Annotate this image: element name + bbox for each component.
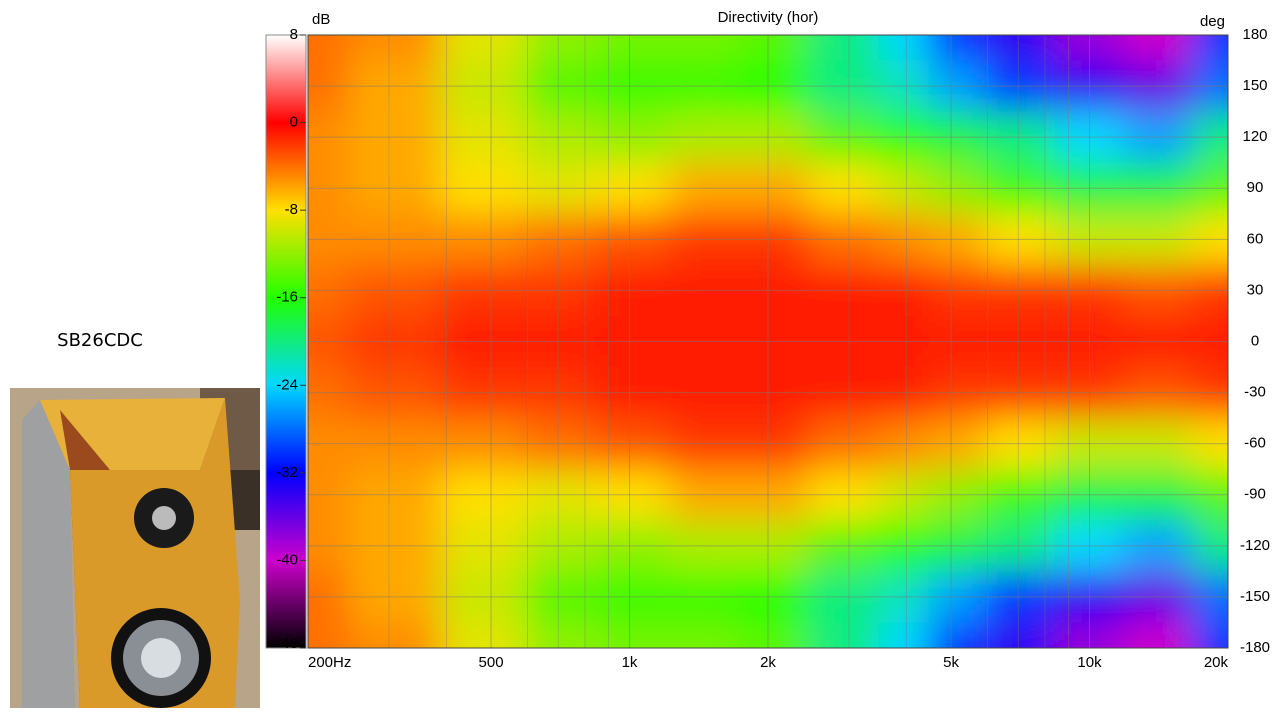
- heat-cell: [1123, 35, 1193, 62]
- x-tick-label: 20k: [1204, 654, 1229, 671]
- heat-cell: [308, 35, 350, 62]
- x-tick-label: 1k: [622, 654, 638, 671]
- x-tick-label: 10k: [1077, 654, 1102, 671]
- heat-cell: [877, 35, 930, 62]
- y-tick-label: 30: [1247, 281, 1264, 298]
- caption: SB26CDC: [57, 330, 143, 351]
- heat-cell: [308, 622, 350, 648]
- heat-cell: [348, 622, 441, 648]
- heat-cell: [1192, 622, 1228, 648]
- y-tick-label: -60: [1244, 435, 1266, 452]
- heat-cell: [670, 35, 740, 62]
- heat-cell: [984, 35, 1055, 62]
- y-tick-label: 90: [1247, 179, 1264, 196]
- heat-cell: [440, 622, 526, 648]
- x-tick-label: 5k: [943, 654, 959, 671]
- colorbar-tick-label: -8: [285, 201, 298, 218]
- heat-cell: [808, 622, 879, 648]
- x-tick-label: 200Hz: [308, 654, 351, 671]
- speaker-photo: [10, 388, 260, 708]
- heat-cell: [928, 622, 986, 648]
- colorbar-tick-label: -48: [276, 635, 298, 652]
- colorbar-tick-label: -40: [276, 551, 298, 568]
- colorbar-tick-label: -16: [276, 289, 298, 306]
- colorbar-tick-label: 8: [290, 26, 298, 43]
- heat-cell: [524, 35, 595, 62]
- heat-cell: [739, 622, 810, 648]
- heat-cell: [808, 35, 879, 62]
- x-tick-label: 2k: [760, 654, 776, 671]
- y-axis-label: deg: [1200, 13, 1225, 30]
- y-tick-label: -30: [1244, 384, 1266, 401]
- heat-cell: [440, 35, 526, 62]
- colorbar-tick-label: -32: [276, 464, 298, 481]
- heat-cell: [670, 622, 740, 648]
- colorbar-tick-label: -24: [276, 376, 298, 393]
- x-tick-label: 500: [479, 654, 504, 671]
- y-tick-label: -180: [1240, 639, 1270, 656]
- y-tick-label: 180: [1242, 26, 1267, 43]
- y-tick-label: -120: [1240, 537, 1270, 554]
- colorbar-label: dB: [312, 11, 330, 28]
- plot-frame: [307, 34, 1229, 649]
- heat-cell: [1123, 622, 1193, 648]
- heat-cell: [928, 35, 986, 62]
- colorbar: [265, 34, 307, 649]
- heat-cell: [593, 35, 671, 62]
- y-tick-label: 0: [1251, 332, 1259, 349]
- heat-cell: [739, 35, 810, 62]
- heat-cell: [348, 35, 441, 62]
- y-tick-label: -150: [1240, 588, 1270, 605]
- heat-cell: [593, 622, 671, 648]
- heat-cell: [524, 622, 595, 648]
- heat-cell: [1053, 622, 1124, 648]
- y-tick-label: -90: [1244, 486, 1266, 503]
- heat-cell: [984, 622, 1055, 648]
- colorbar-tick-label: 0: [290, 114, 298, 131]
- heat-cell: [1192, 35, 1228, 62]
- y-tick-label: 150: [1242, 77, 1267, 94]
- heat-cell: [877, 622, 930, 648]
- y-tick-label: 60: [1247, 230, 1264, 247]
- heat-cell: [1053, 35, 1124, 62]
- chart-title: Directivity (hor): [718, 9, 819, 26]
- y-tick-label: 120: [1242, 128, 1267, 145]
